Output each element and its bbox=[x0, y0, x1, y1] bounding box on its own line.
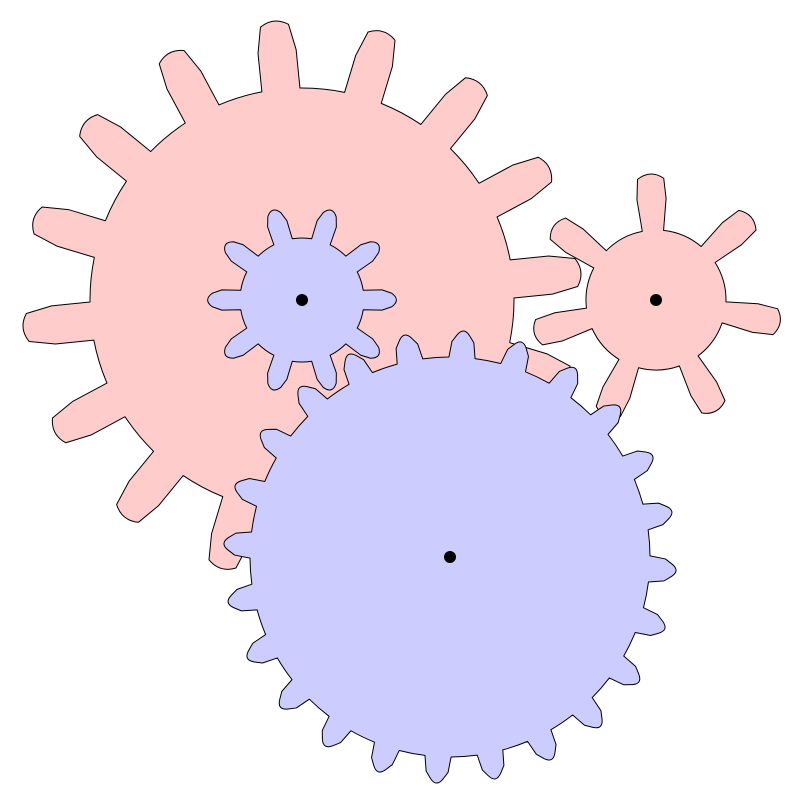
small-blue-gear-axle-dot bbox=[296, 294, 308, 306]
small-blue-gear bbox=[207, 209, 397, 391]
large-blue-gear-axle-dot bbox=[444, 551, 456, 563]
small-red-gear bbox=[533, 173, 781, 418]
small-red-gear-axle-dot bbox=[650, 294, 662, 306]
gear-layer bbox=[22, 20, 781, 784]
large-blue-gear bbox=[223, 330, 677, 784]
